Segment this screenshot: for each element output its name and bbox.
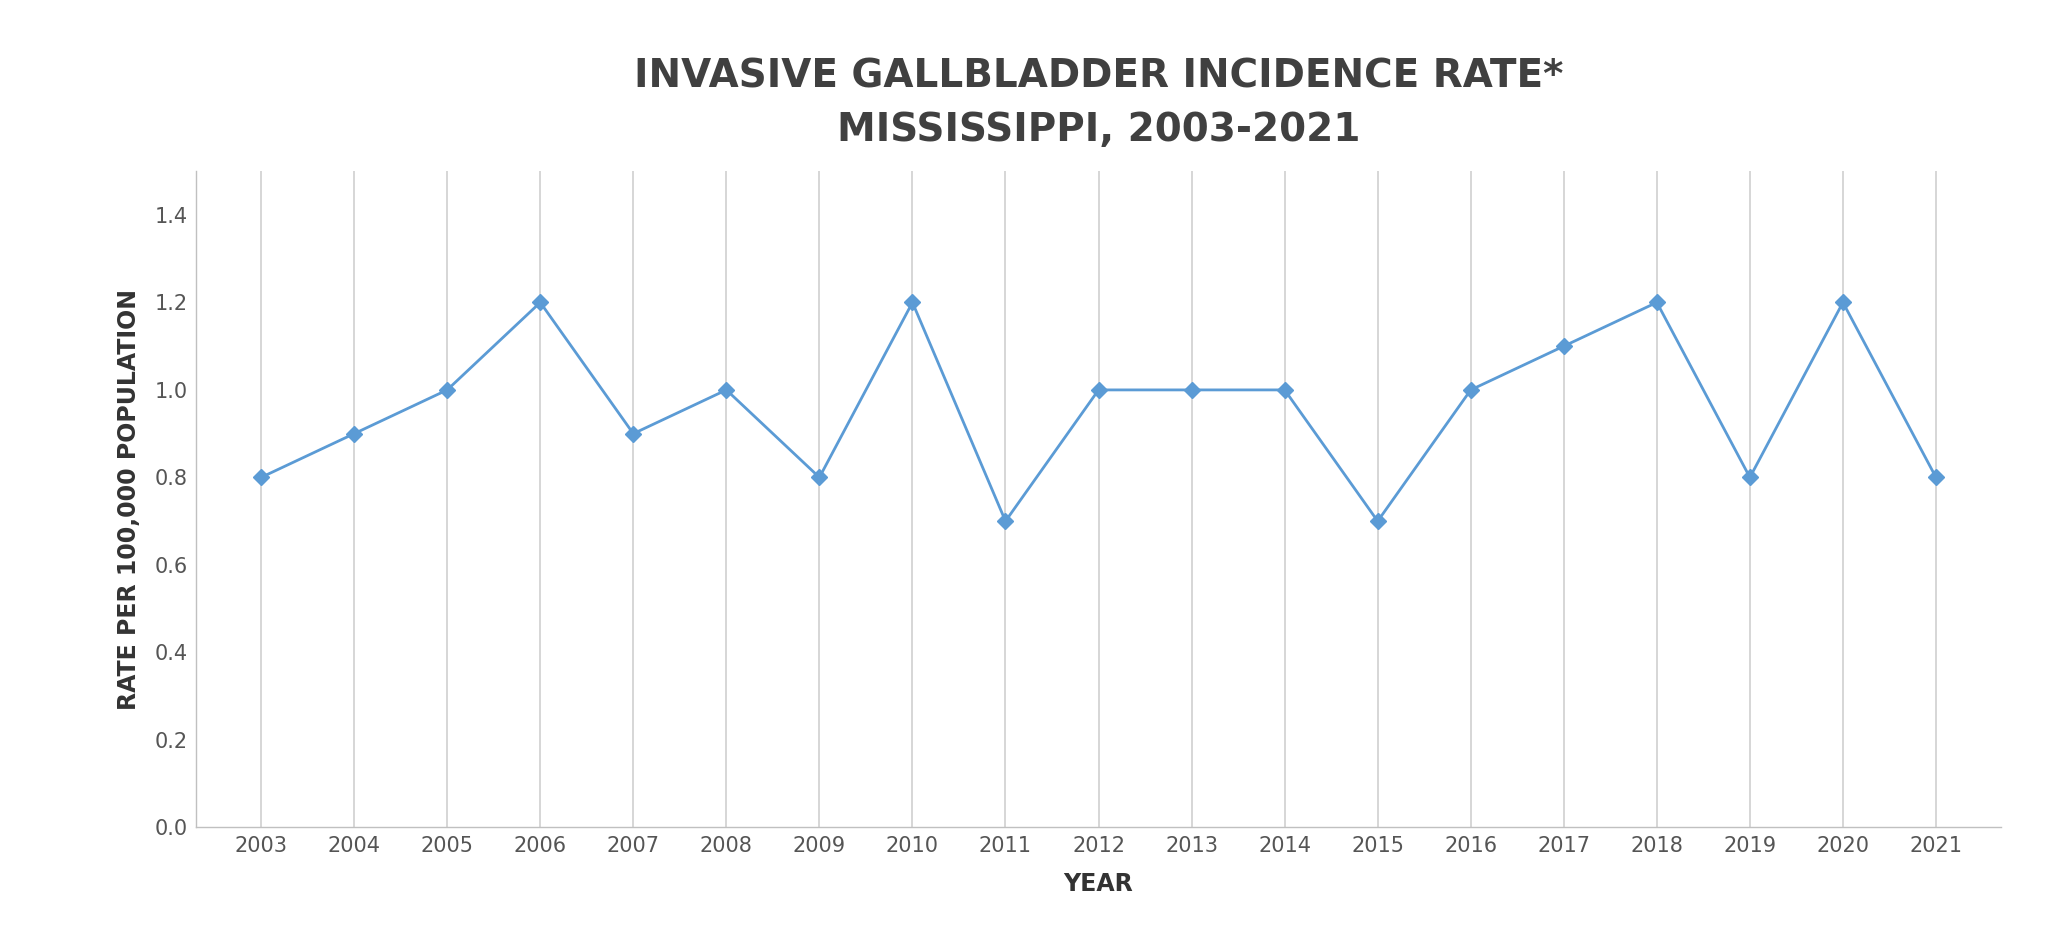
- X-axis label: YEAR: YEAR: [1065, 872, 1133, 897]
- Title: INVASIVE GALLBLADDER INCIDENCE RATE*
MISSISSIPPI, 2003-2021: INVASIVE GALLBLADDER INCIDENCE RATE* MIS…: [633, 58, 1564, 148]
- Y-axis label: RATE PER 100,000 POPULATION: RATE PER 100,000 POPULATION: [116, 289, 140, 709]
